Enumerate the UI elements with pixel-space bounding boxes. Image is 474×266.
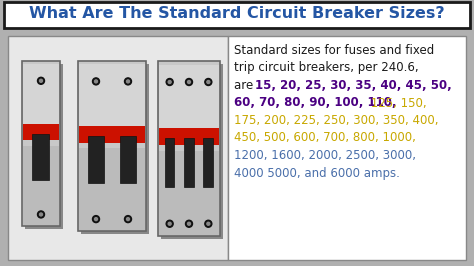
Bar — [25, 64, 63, 229]
Bar — [23, 64, 59, 130]
Circle shape — [94, 80, 98, 83]
Bar — [79, 148, 145, 230]
Circle shape — [207, 222, 210, 225]
Bar — [228, 36, 466, 260]
Text: 15, 20, 25, 30, 35, 40, 45, 50,: 15, 20, 25, 30, 35, 40, 45, 50, — [255, 79, 452, 92]
Bar — [120, 136, 136, 183]
Text: are: are — [234, 79, 257, 92]
Bar — [78, 61, 146, 231]
Circle shape — [168, 222, 171, 225]
Bar — [4, 34, 470, 262]
Circle shape — [205, 78, 212, 85]
Circle shape — [39, 213, 43, 216]
Circle shape — [205, 220, 212, 227]
Text: 125, 150,: 125, 150, — [367, 97, 427, 110]
Circle shape — [166, 220, 173, 227]
Bar — [79, 64, 145, 132]
Circle shape — [185, 220, 192, 227]
Bar — [161, 64, 223, 239]
Text: 175, 200, 225, 250, 300, 350, 400,: 175, 200, 225, 250, 300, 350, 400, — [234, 114, 438, 127]
Circle shape — [168, 81, 171, 84]
Text: 1200, 1600, 2000, 2500, 3000,: 1200, 1600, 2000, 2500, 3000, — [234, 149, 416, 162]
Circle shape — [125, 216, 131, 223]
Circle shape — [127, 80, 129, 83]
Circle shape — [185, 78, 192, 85]
Bar — [165, 138, 174, 187]
Circle shape — [207, 81, 210, 84]
Circle shape — [92, 78, 100, 85]
Bar — [158, 61, 220, 236]
Bar — [23, 124, 59, 140]
Circle shape — [39, 79, 43, 82]
Bar — [8, 36, 228, 260]
Circle shape — [92, 216, 100, 223]
Circle shape — [94, 218, 98, 221]
Bar — [184, 138, 194, 187]
Text: 450, 500, 600, 700, 800, 1000,: 450, 500, 600, 700, 800, 1000, — [234, 131, 416, 144]
Circle shape — [37, 77, 45, 84]
Circle shape — [188, 81, 191, 84]
Bar — [159, 64, 219, 135]
Circle shape — [37, 211, 45, 218]
Bar — [203, 138, 213, 187]
Text: What Are The Standard Circuit Breaker Sizes?: What Are The Standard Circuit Breaker Si… — [29, 6, 445, 22]
Text: 4000 5000, and 6000 amps.: 4000 5000, and 6000 amps. — [234, 167, 400, 180]
Bar — [88, 136, 104, 183]
Bar — [33, 134, 49, 180]
Circle shape — [166, 78, 173, 85]
Bar — [159, 127, 219, 145]
Circle shape — [188, 222, 191, 225]
Bar — [159, 151, 219, 235]
Text: Standard sizes for fuses and fixed: Standard sizes for fuses and fixed — [234, 44, 434, 57]
Bar — [79, 126, 145, 143]
Bar — [4, 2, 470, 28]
Bar — [23, 146, 59, 225]
Circle shape — [125, 78, 131, 85]
Bar — [81, 64, 149, 234]
Text: trip circuit breakers, per 240.6,: trip circuit breakers, per 240.6, — [234, 61, 419, 74]
Circle shape — [127, 218, 129, 221]
Text: 60, 70, 80, 90, 100, 110,: 60, 70, 80, 90, 100, 110, — [234, 97, 396, 110]
Bar — [22, 61, 60, 226]
